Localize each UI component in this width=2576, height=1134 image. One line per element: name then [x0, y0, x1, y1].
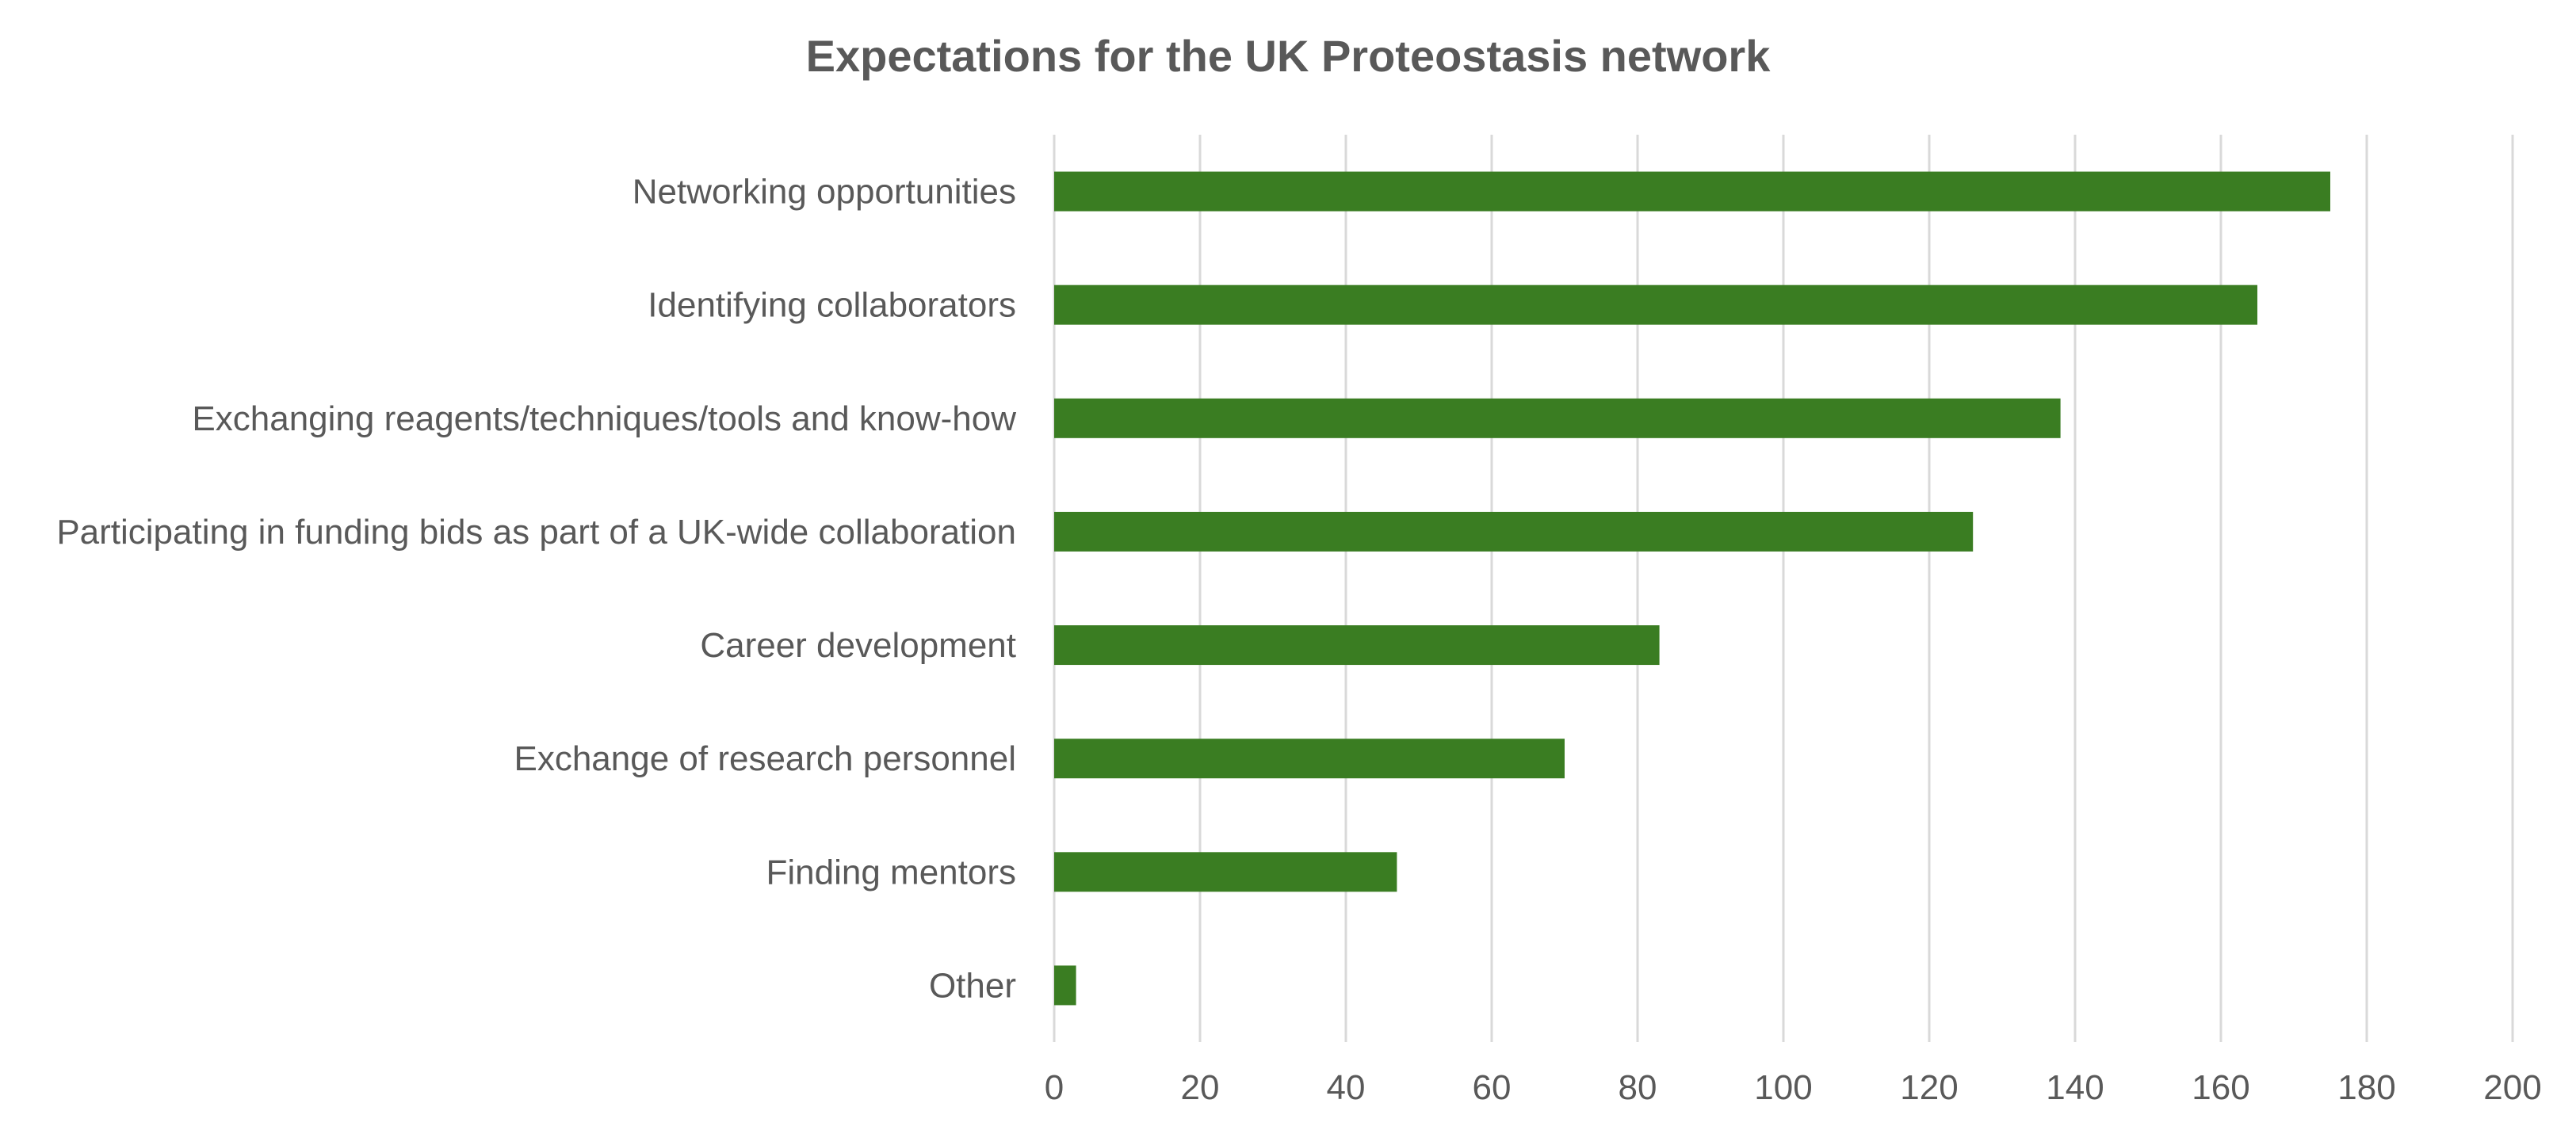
category-label: Networking opportunities: [633, 173, 1016, 212]
chart-title: Expectations for the UK Proteostasis net…: [806, 31, 1771, 81]
category-label: Finding mentors: [766, 853, 1016, 892]
category-label: Identifying collaborators: [648, 286, 1016, 325]
x-tick-label: 0: [1045, 1068, 1064, 1107]
x-axis-tick-labels: 0 20 40 60 80 100 120 140 160 180 200: [1045, 1068, 2542, 1107]
x-tick-label: 20: [1181, 1068, 1220, 1107]
bar: [1054, 739, 1565, 779]
x-tick-label: 100: [1754, 1068, 1812, 1107]
bar: [1054, 511, 1974, 552]
category-label: Exchanging reagents/techniques/tools and…: [192, 399, 1016, 438]
x-tick-label: 60: [1473, 1068, 1512, 1107]
category-label: Other: [929, 966, 1016, 1005]
bar: [1054, 171, 2330, 212]
x-tick-label: 120: [1900, 1068, 1958, 1107]
category-labels: Networking opportunities Identifying coll…: [56, 173, 1016, 1006]
x-tick-label: 200: [2483, 1068, 2541, 1107]
bar: [1054, 398, 2061, 438]
category-label: Participating in funding bids as part of…: [56, 513, 1016, 552]
x-tick-label: 40: [1327, 1068, 1366, 1107]
bar: [1054, 284, 2257, 325]
x-tick-label: 80: [1619, 1068, 1657, 1107]
category-label: Exchange of research personnel: [514, 739, 1016, 778]
bars: [1054, 171, 2330, 1006]
bar: [1054, 852, 1397, 892]
bar: [1054, 965, 1076, 1006]
x-tick-label: 160: [2192, 1068, 2249, 1107]
x-tick-label: 140: [2046, 1068, 2104, 1107]
x-tick-label: 180: [2337, 1068, 2395, 1107]
bar: [1054, 625, 1660, 666]
category-label: Career development: [700, 626, 1016, 665]
